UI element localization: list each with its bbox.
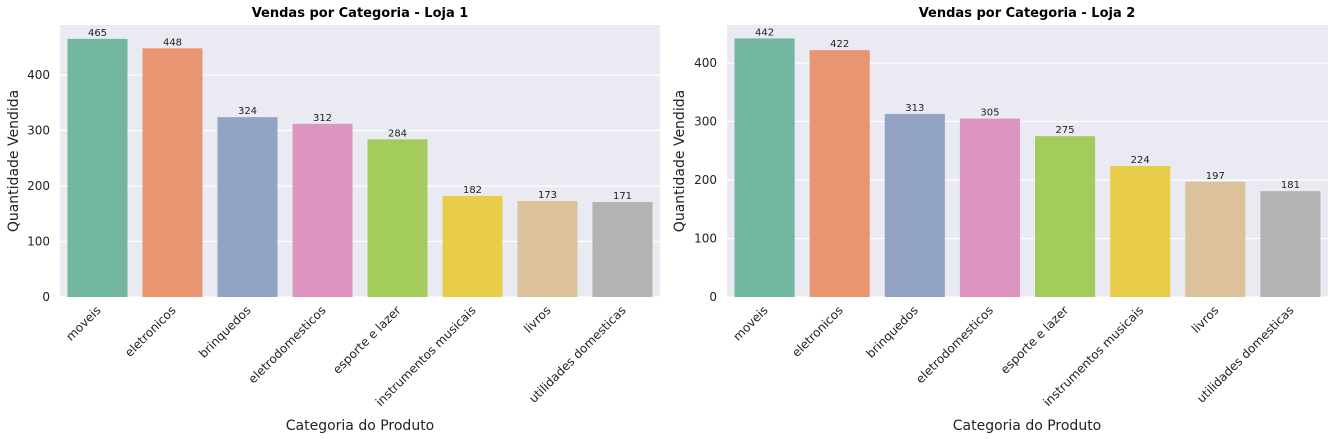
bar-instrumentos-musicais [1110, 165, 1171, 297]
x-tick-label: livros [1189, 303, 1222, 336]
y-tick-label: 200 [27, 179, 50, 193]
y-tick-label: 300 [694, 115, 717, 129]
bar-moveis [67, 38, 128, 297]
x-tick-label: brinquedos [863, 303, 920, 360]
data-label: 313 [905, 103, 924, 114]
data-label: 182 [463, 185, 482, 196]
data-label: 181 [1281, 180, 1300, 191]
x-tick-label: eletronicos [789, 303, 846, 360]
data-label: 312 [313, 113, 332, 124]
data-label: 171 [613, 191, 632, 202]
bar-brinquedos [884, 113, 945, 297]
data-label: 324 [238, 106, 257, 117]
y-tick-label: 100 [27, 234, 50, 248]
y-tick-label: 300 [27, 123, 50, 137]
bar-brinquedos [217, 117, 278, 297]
data-label: 173 [538, 190, 557, 201]
data-label: 448 [163, 37, 182, 48]
data-label: 224 [1131, 155, 1150, 166]
data-label: 197 [1206, 171, 1225, 182]
bar-utilidades-domesticas [1260, 191, 1321, 297]
data-label: 442 [755, 27, 774, 38]
x-axis-label: Categoria do Produto [286, 418, 435, 434]
bar-moveis [734, 38, 795, 297]
y-axis-label: Quantidade Vendida [672, 90, 688, 232]
y-axis-label: Quantidade Vendida [6, 90, 22, 232]
bar-livros [517, 200, 578, 297]
y-tick-label: 100 [694, 232, 717, 246]
bar-eletrodomesticos [959, 118, 1020, 297]
bar-utilidades-domesticas [592, 202, 653, 297]
data-label: 275 [1056, 125, 1075, 136]
bar-instrumentos-musicais [442, 195, 503, 297]
x-tick-label: moveis [730, 303, 770, 343]
x-tick-label: eletrodomesticos [913, 303, 996, 386]
data-label: 422 [830, 39, 849, 50]
y-tick-label: 400 [27, 68, 50, 82]
x-axis-label: Categoria do Produto [953, 418, 1102, 434]
bar-eletrodomesticos [292, 123, 353, 297]
x-tick-label: moveis [63, 303, 103, 343]
y-tick-label: 200 [694, 173, 717, 187]
bar-livros [1185, 181, 1246, 297]
y-tick-label: 0 [42, 290, 50, 304]
x-tick-label: esporte e lazer [330, 303, 404, 377]
bar-esporte-e-lazer [367, 139, 428, 297]
bar-eletronicos [142, 48, 203, 297]
x-tick-label: brinquedos [196, 303, 253, 360]
data-label: 305 [980, 108, 999, 119]
x-tick-label: esporte e lazer [998, 303, 1072, 377]
x-tick-label: eletrodomesticos [246, 303, 329, 386]
chart-title: Vendas por Categoria - Loja 1 [252, 6, 469, 21]
y-tick-label: 0 [709, 290, 717, 304]
bar-eletronicos [809, 50, 870, 298]
x-tick-label: eletronicos [122, 303, 179, 360]
data-label: 284 [388, 128, 407, 139]
x-tick-label: livros [521, 303, 554, 336]
y-tick-label: 400 [694, 56, 717, 70]
data-label: 465 [88, 28, 107, 39]
chart-title: Vendas por Categoria - Loja 2 [919, 6, 1136, 21]
bar-esporte-e-lazer [1035, 136, 1096, 297]
